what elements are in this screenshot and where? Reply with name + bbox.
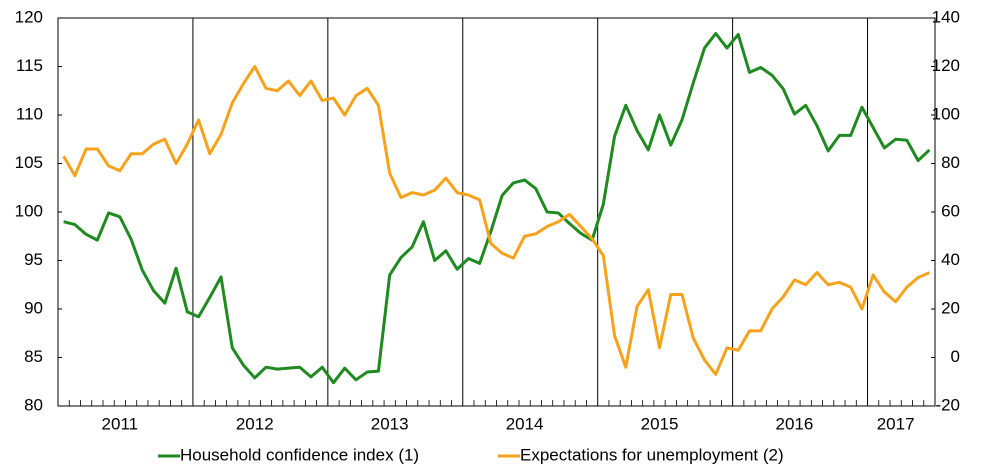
y-tick-label: 100 xyxy=(15,201,43,220)
y2-tick-label: 20 xyxy=(941,298,960,317)
y-tick-label: 85 xyxy=(24,347,43,366)
y-tick-label: 110 xyxy=(16,104,43,123)
x-tick-label: 2017 xyxy=(877,414,915,433)
y2-tick-label: 120 xyxy=(932,56,960,75)
y-tick-label: 95 xyxy=(24,250,43,269)
x-tick-label: 2014 xyxy=(506,414,544,433)
y-tick-label: 80 xyxy=(24,395,43,414)
y2-tick-label: 0 xyxy=(951,347,960,366)
y-tick-label: 90 xyxy=(24,298,43,317)
series-line xyxy=(63,32,931,385)
x-tick-label: 2016 xyxy=(776,414,814,433)
x-tick-label: 2013 xyxy=(371,414,409,433)
x-tick-label: 2015 xyxy=(641,414,679,433)
y-tick-label: 115 xyxy=(16,56,43,75)
y2-tick-label: 60 xyxy=(941,201,960,220)
y2-tick-label: 40 xyxy=(941,250,960,269)
legend-label: Expectations for unemployment (2) xyxy=(520,445,784,464)
y-tick-label: 120 xyxy=(15,7,43,26)
y2-tick-label: 80 xyxy=(941,153,960,172)
series-line xyxy=(62,65,930,376)
y2-tick-label: 140 xyxy=(932,7,960,26)
x-tick-label: 2011 xyxy=(102,414,139,433)
y2-tick-label: 100 xyxy=(932,104,960,123)
y2-tick-label: -20 xyxy=(935,395,960,414)
legend-label: Household confidence index (1) xyxy=(180,445,419,464)
x-tick-label: 2012 xyxy=(236,414,274,433)
y-tick-label: 105 xyxy=(15,153,43,172)
